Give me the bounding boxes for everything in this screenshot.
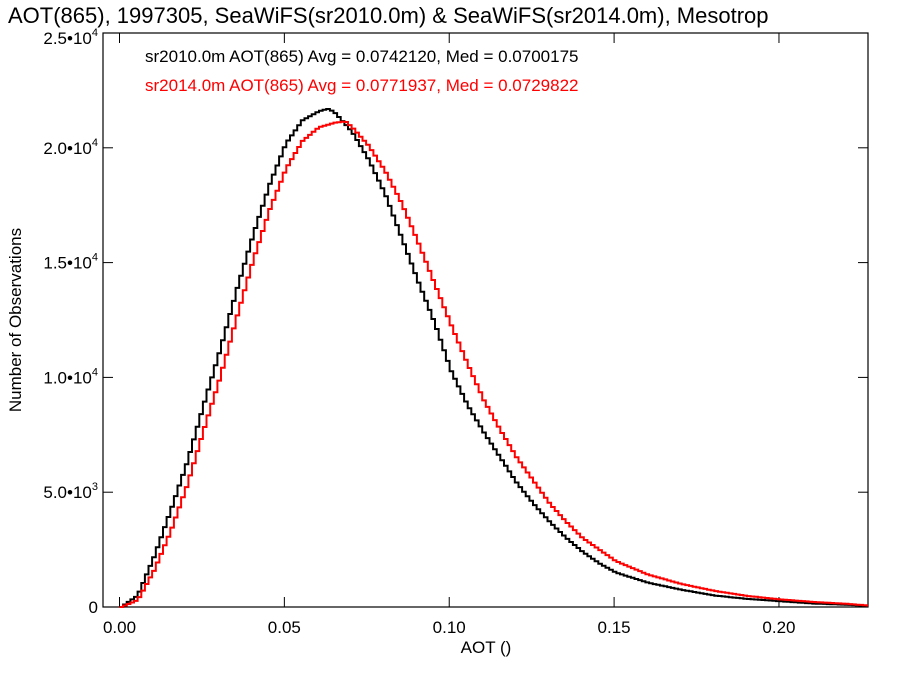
x-tick-label: 0.10 (433, 618, 466, 637)
y-tick-label: 1.0•104 (43, 366, 98, 387)
series-line-sr2010-0m (119, 108, 868, 608)
x-tick-label: 0.05 (268, 618, 301, 637)
y-tick-label: 5.0•103 (43, 481, 98, 502)
x-tick-label: 0.20 (762, 618, 795, 637)
legend-entry-sr2014: sr2014.0m AOT(865) Avg = 0.0771937, Med … (145, 76, 579, 95)
series-line-sr2014-0m (119, 120, 868, 608)
x-axis: 0.00 0.05 0.10 0.15 0.20 (103, 33, 796, 637)
x-tick-label: 0.15 (598, 618, 631, 637)
y-axis-label: Number of Observations (6, 228, 25, 412)
chart-title: AOT(865), 1997305, SeaWiFS(sr2010.0m) & … (8, 3, 769, 28)
series-layer (119, 108, 868, 608)
y-tick-label: 0 (89, 598, 98, 617)
y-axis: 0 5.0•103 1.0•104 1.5•104 2.0•104 2.5•104 (43, 27, 868, 617)
x-axis-label: AOT () (461, 638, 512, 657)
y-tick-label: 2.5•104 (43, 27, 98, 48)
y-tick-label: 2.0•104 (43, 137, 98, 158)
plot-frame (102, 32, 869, 608)
y-tick-label: 1.5•104 (43, 252, 98, 273)
x-tick-label: 0.00 (103, 618, 136, 637)
legend-entry-sr2010: sr2010.0m AOT(865) Avg = 0.0742120, Med … (145, 47, 579, 66)
